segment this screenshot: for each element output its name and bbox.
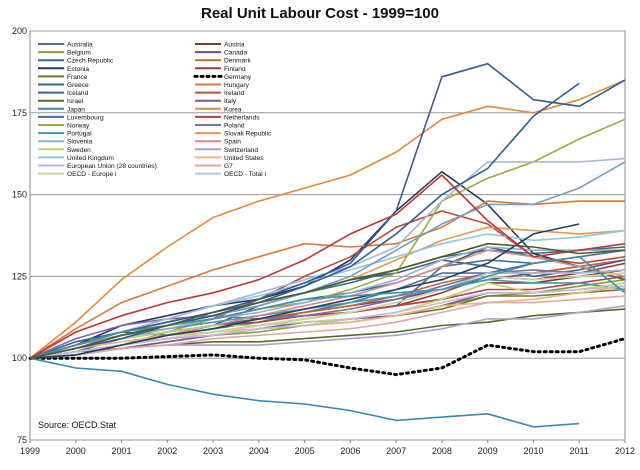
x-tick-label-2011: 2011: [570, 446, 589, 456]
x-tick-label-2000: 2000: [66, 446, 86, 456]
legend-label-france: France: [67, 74, 88, 81]
y-tick-label-125: 125: [12, 271, 27, 281]
legend-label-belgium: Belgium: [67, 50, 91, 57]
legend-label-switzerland: Switzerland: [224, 147, 258, 154]
legend-label-european-union-28-countries-: European Union (28 countries): [67, 163, 157, 170]
legend-label-czech-republic: Czech Republic: [67, 58, 114, 65]
legend-label-denmark: Denmark: [224, 58, 251, 65]
x-tick-label-2007: 2007: [386, 446, 406, 456]
x-tick-label-2008: 2008: [432, 446, 452, 456]
legend-label-slovak-republic: Slovak Republic: [224, 131, 272, 138]
series-line-israel-2: [29, 242, 626, 359]
source-note: Source: OECD.Stat: [38, 420, 117, 430]
legend-label-united-states: United States: [224, 155, 264, 162]
legend-label-slovenia: Slovenia: [67, 139, 93, 146]
legend-label-united-kingdom: United Kingdom: [67, 155, 114, 162]
legend-label-hungary: Hungary: [224, 82, 250, 89]
y-tick-label-100: 100: [12, 353, 27, 363]
legend-label-luxembourg: Luxembourg: [67, 114, 104, 121]
x-tick-label-2009: 2009: [478, 446, 498, 456]
x-tick-label-2004: 2004: [249, 446, 269, 456]
legend-label-spain: Spain: [224, 139, 241, 146]
legend-label-norway: Norway: [67, 123, 90, 130]
series-line-united-states: [29, 285, 626, 359]
y-tick-label-75: 75: [17, 435, 27, 445]
legend-label-g7: G7: [224, 163, 233, 170]
y-tick-label-150: 150: [12, 190, 27, 200]
y-tick-label-200: 200: [12, 26, 27, 36]
legend-label-portugal: Portugal: [67, 131, 92, 138]
legend-label-estonia: Estonia: [67, 66, 89, 73]
series-line-g7: [29, 295, 626, 359]
legend-label-poland: Poland: [224, 123, 245, 130]
series-line-finland-2: [29, 174, 626, 359]
x-tick-label-2002: 2002: [157, 446, 177, 456]
series-line-japan: [29, 357, 580, 428]
x-tick-label-2001: 2001: [112, 446, 132, 456]
y-tick-label-175: 175: [12, 108, 27, 118]
series-line-czech-republic-2: [29, 82, 580, 359]
legend-label-greece: Greece: [67, 82, 89, 89]
series-line-poland: [29, 269, 626, 359]
legend-label-austria: Austria: [224, 42, 245, 49]
x-tick-label-1999: 1999: [20, 446, 40, 456]
legend-label-israel: Israel: [67, 98, 84, 105]
series-line-iceland-2: [29, 256, 626, 359]
legend-label-oecd-europe-i: OECD - Europe i: [67, 171, 117, 178]
series-line-korea: [29, 79, 626, 359]
x-tick-label-2003: 2003: [203, 446, 223, 456]
x-tick-label-2005: 2005: [295, 446, 315, 456]
x-tick-label-2006: 2006: [340, 446, 360, 456]
chart-title: Real Unit Labour Cost - 1999=100: [201, 5, 439, 22]
legend-label-finland: Finland: [224, 66, 246, 73]
legend-label-canada: Canada: [224, 50, 247, 57]
series-line-sweden: [29, 282, 626, 359]
series-line-germany: [28, 337, 627, 377]
plot-area: [29, 30, 626, 441]
legend-label-japan: Japan: [67, 106, 85, 113]
legend-label-korea: Korea: [224, 106, 242, 113]
legend-label-australia: Australia: [67, 42, 93, 49]
legend-label-oecd-total-i: OECD - Total i: [224, 171, 267, 178]
x-tick-label-2012: 2012: [615, 446, 635, 456]
series-line-australia-2: [29, 223, 580, 359]
legend-label-sweden: Sweden: [67, 147, 91, 154]
legend-label-germany: Germany: [224, 74, 252, 81]
legend-label-iceland: Iceland: [67, 90, 89, 97]
x-tick-label-2010: 2010: [523, 446, 543, 456]
legend-label-netherlands: Netherlands: [224, 114, 260, 121]
legend-label-italy: Italy: [224, 98, 237, 105]
legend-label-ireland: Ireland: [224, 90, 244, 97]
